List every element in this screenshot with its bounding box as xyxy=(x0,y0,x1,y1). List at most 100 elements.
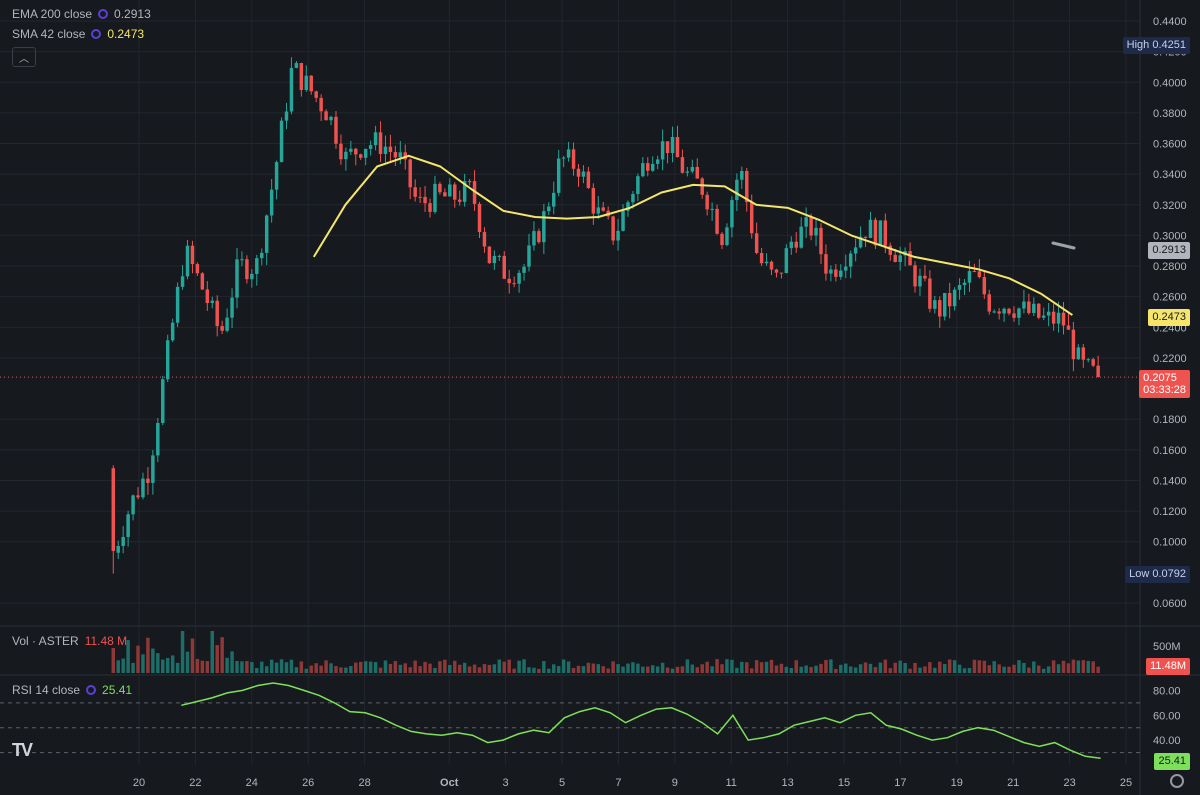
candle-body xyxy=(740,170,744,180)
tradingview-logo[interactable]: TV xyxy=(12,740,33,760)
volume-bar xyxy=(448,664,452,673)
rsi-value: 25.41 xyxy=(102,683,133,697)
candle-body xyxy=(1022,301,1026,309)
volume-bar xyxy=(388,663,393,673)
volume-bar xyxy=(670,668,675,673)
candle xyxy=(324,109,328,121)
candle xyxy=(759,247,764,266)
candle xyxy=(1041,307,1046,321)
collapse-legend-button[interactable]: ︿ xyxy=(12,47,36,67)
candle xyxy=(423,186,427,213)
volume-bar xyxy=(1071,659,1076,673)
volume-bar xyxy=(1046,666,1051,673)
volume-bar xyxy=(116,660,120,673)
indicator-settings-icon[interactable] xyxy=(98,9,109,19)
x-tick-label: 26 xyxy=(302,777,314,789)
indicator-settings-icon[interactable] xyxy=(86,685,97,695)
rsi-tick-label: 60.00 xyxy=(1153,710,1181,722)
last-price: 0.2075 xyxy=(1143,372,1177,384)
volume-bar xyxy=(477,667,482,673)
candle xyxy=(1086,358,1090,363)
candle xyxy=(646,157,650,177)
candle-body xyxy=(690,166,695,172)
candle xyxy=(165,334,170,383)
volume-bar xyxy=(512,668,516,673)
candle-body xyxy=(418,196,422,198)
candle-body xyxy=(383,146,388,154)
volume-bar xyxy=(269,659,274,673)
volume-bar xyxy=(1032,661,1036,673)
volume-bar xyxy=(230,651,234,673)
volume-bar xyxy=(982,660,987,673)
candle xyxy=(517,270,521,293)
candle xyxy=(764,253,769,266)
volume-bar xyxy=(299,661,304,673)
candle-body xyxy=(542,211,546,243)
candle xyxy=(1061,302,1066,335)
candle xyxy=(853,238,858,262)
volume-bar xyxy=(210,631,214,673)
gear-icon[interactable] xyxy=(1170,774,1184,788)
y-tick-label: 0.1400 xyxy=(1153,475,1187,487)
candle-body xyxy=(344,151,348,160)
ema-legend[interactable]: EMA 200 close 0.2913 xyxy=(12,7,151,21)
x-tick-label: 13 xyxy=(781,777,793,789)
candle xyxy=(497,254,502,262)
volume-bar xyxy=(304,668,309,673)
volume-bar xyxy=(571,668,576,673)
candle xyxy=(175,282,180,327)
volume-bar xyxy=(774,665,779,673)
candle-body xyxy=(393,151,398,158)
candle-body xyxy=(809,217,813,236)
x-tick-label: 15 xyxy=(838,777,850,789)
volume-bar xyxy=(700,664,704,673)
candle-body xyxy=(784,248,789,274)
candle-body xyxy=(992,311,996,313)
candle xyxy=(215,295,219,337)
indicator-settings-icon[interactable] xyxy=(91,29,102,39)
candle xyxy=(1012,306,1016,322)
candle xyxy=(418,187,422,203)
volume-bar xyxy=(1056,664,1061,673)
volume-bar xyxy=(606,668,610,673)
y-tick-label: 0.3400 xyxy=(1153,169,1187,181)
volume-legend[interactable]: Vol · ASTER 11.48 M xyxy=(12,634,127,648)
volume-bar xyxy=(146,637,150,673)
rsi-legend[interactable]: RSI 14 close 25.41 xyxy=(12,683,132,697)
candle-body xyxy=(858,236,863,248)
candle xyxy=(111,465,116,574)
volume-tag: 11.48M xyxy=(1146,658,1190,675)
candle-body xyxy=(334,116,338,144)
volume-bar xyxy=(165,657,170,673)
volume-bar xyxy=(220,637,224,673)
candle-body xyxy=(675,136,680,158)
candle-body xyxy=(804,217,808,227)
candle xyxy=(576,163,581,187)
x-tick-label: 11 xyxy=(725,777,736,789)
candle-body xyxy=(873,219,878,246)
candle xyxy=(1091,357,1095,368)
volume-bar xyxy=(997,664,1001,673)
volume-bar xyxy=(1066,663,1071,673)
candle-body xyxy=(497,255,502,257)
candle xyxy=(205,281,210,311)
candle-body xyxy=(834,269,838,277)
candle-body xyxy=(269,189,274,216)
volume-bar xyxy=(878,662,883,673)
candle-body xyxy=(502,255,506,279)
candle-body xyxy=(339,143,343,160)
sma-legend[interactable]: SMA 42 close 0.2473 xyxy=(12,27,144,41)
volume-bar xyxy=(655,666,660,673)
candle-body xyxy=(165,340,170,380)
y-tick-label: 0.0600 xyxy=(1153,598,1187,610)
candle xyxy=(789,236,794,255)
candle xyxy=(457,190,462,206)
candle xyxy=(878,220,883,246)
candle xyxy=(650,156,655,172)
candle xyxy=(1027,293,1031,315)
volume-bar xyxy=(918,667,922,673)
candle-body xyxy=(388,146,393,152)
candle xyxy=(393,145,398,167)
candle xyxy=(665,141,670,164)
